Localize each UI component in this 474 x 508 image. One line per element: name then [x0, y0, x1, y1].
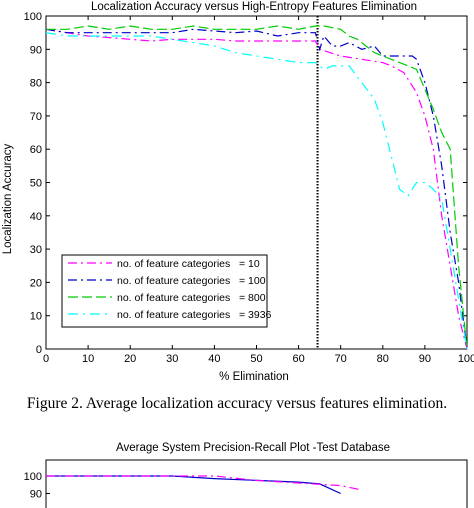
y-tick-label: 40	[30, 211, 42, 223]
chart1-x-axis: 0 10 20 30 40 50 60 70 80 90 100	[43, 16, 474, 365]
x-tick-label: 90	[419, 353, 431, 365]
chart2-y-axis: 100 90	[24, 471, 50, 501]
legend-label-1: no. of feature categories = 100	[117, 275, 266, 287]
x-tick-label: 50	[250, 353, 262, 365]
x-tick-label: 100	[458, 353, 474, 365]
chart2-title: Average System Precision-Recall Plot -Te…	[116, 442, 390, 454]
y-tick-label: 30	[30, 244, 42, 256]
chart2-y-tick-label: 100	[24, 471, 42, 483]
y-tick-label: 80	[30, 78, 42, 90]
y-tick-label: 50	[30, 178, 42, 190]
chart2-plot-frame	[45, 459, 468, 508]
x-tick-label: 10	[82, 353, 94, 365]
x-tick-label: 20	[124, 353, 136, 365]
chart2-series-group	[46, 475, 362, 495]
y-tick-label: 100	[24, 11, 42, 23]
chart1-title: Localization Accuracy versus High-Entrop…	[91, 1, 417, 13]
series-line-3	[45, 32, 468, 350]
legend-label-0: no. of feature categories = 10	[117, 258, 260, 270]
x-tick-label: 0	[43, 353, 49, 365]
x-tick-label: 40	[208, 353, 220, 365]
chart1-legend: no. of feature categories = 10 no. of fea…	[61, 254, 272, 328]
chart1-y-axis: 0 10 20 30 40 50 60 70 80 90 100	[24, 11, 467, 356]
x-tick-label: 60	[292, 353, 304, 365]
figure-caption: Figure 2. Average localization accuracy …	[27, 395, 447, 412]
legend-label-2: no. of feature categories = 800	[117, 292, 266, 304]
chart1-x-axis-label: % Elimination	[219, 371, 289, 383]
y-tick-label: 70	[30, 111, 42, 123]
x-tick-label: 30	[166, 353, 178, 365]
y-tick-label: 20	[30, 277, 42, 289]
y-tick-label: 10	[30, 311, 42, 323]
y-tick-label: 60	[30, 144, 42, 156]
chart1-series-group	[45, 25, 468, 350]
x-tick-label: 80	[377, 353, 389, 365]
y-tick-label: 0	[36, 344, 42, 356]
series-line-1	[45, 28, 468, 350]
legend-label-3: no. of feature categories = 3936	[117, 309, 272, 321]
chart1-y-axis-label: Localization Accuracy	[2, 143, 14, 254]
chart2-series-line-0	[46, 475, 341, 495]
x-tick-label: 70	[335, 353, 347, 365]
series-line-0	[45, 28, 468, 350]
legend-box	[61, 254, 268, 328]
chart2-y-tick-label: 90	[30, 489, 42, 501]
y-tick-label: 90	[30, 44, 42, 56]
